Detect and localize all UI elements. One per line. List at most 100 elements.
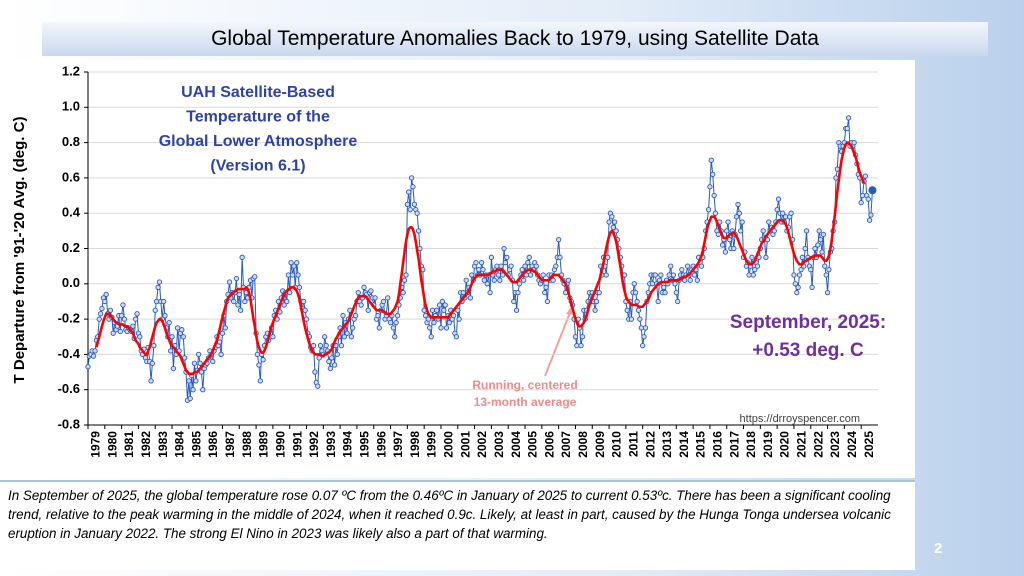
data-point xyxy=(819,249,825,255)
data-point xyxy=(148,378,154,384)
data-point xyxy=(668,263,674,269)
data-point xyxy=(712,210,719,216)
x-tick-label: 2002 xyxy=(475,431,489,458)
data-point xyxy=(427,325,433,331)
data-point xyxy=(815,242,821,248)
x-tick-label: 1994 xyxy=(341,431,355,458)
data-point xyxy=(121,316,128,322)
data-point xyxy=(334,351,340,358)
data-point xyxy=(257,378,263,384)
data-point xyxy=(771,228,777,234)
chart: T Departure from '91-'20 Avg. (deg. C) h… xyxy=(0,60,915,478)
data-point xyxy=(494,263,500,269)
data-point xyxy=(826,267,832,273)
data-point xyxy=(152,307,158,313)
data-point xyxy=(495,272,502,278)
data-point xyxy=(725,219,731,225)
data-point xyxy=(746,272,752,278)
x-tick-label: 2001 xyxy=(458,431,472,458)
data-point xyxy=(862,173,869,179)
data-point xyxy=(480,267,486,273)
data-point xyxy=(380,298,387,305)
data-point xyxy=(498,263,504,269)
data-point xyxy=(795,284,801,290)
slide-title: Global Temperature Anomalies Back to 197… xyxy=(42,22,988,56)
inset-title: Temperature of the xyxy=(186,109,330,126)
data-point xyxy=(750,272,756,278)
running-note: 13-month average xyxy=(474,395,577,409)
data-point xyxy=(513,307,520,313)
data-point xyxy=(803,228,810,234)
data-point xyxy=(670,272,677,278)
data-point xyxy=(868,186,877,195)
data-point xyxy=(317,342,324,349)
data-point xyxy=(631,281,637,287)
data-point xyxy=(260,357,266,363)
data-point xyxy=(436,302,443,308)
x-tick-label: 2003 xyxy=(492,431,506,458)
data-point xyxy=(315,383,321,389)
data-point xyxy=(326,358,332,365)
data-point xyxy=(603,272,609,278)
data-point xyxy=(179,327,185,333)
x-tick-label: 2000 xyxy=(442,431,456,458)
x-tick-label: 2018 xyxy=(744,431,758,458)
data-point xyxy=(406,189,412,195)
data-point xyxy=(642,325,649,331)
data-point xyxy=(491,277,497,283)
x-tick-label: 2021 xyxy=(795,431,809,458)
data-point xyxy=(441,307,447,313)
data-point xyxy=(533,263,539,269)
x-tick-label: 2010 xyxy=(610,431,624,458)
data-point xyxy=(401,277,408,283)
data-point xyxy=(707,184,713,190)
x-tick-label: 2014 xyxy=(677,431,691,458)
data-point xyxy=(394,312,401,319)
data-point xyxy=(679,267,685,273)
data-point xyxy=(393,319,399,326)
data-point xyxy=(438,325,444,331)
data-point xyxy=(722,249,729,255)
data-point xyxy=(661,284,667,290)
x-tick-label: 1999 xyxy=(425,431,439,458)
caption: In September of 2025, the global tempera… xyxy=(0,480,915,570)
data-point xyxy=(649,281,656,287)
x-tick-label: 1982 xyxy=(139,431,153,458)
data-point xyxy=(236,291,242,298)
x-tick-label: 1987 xyxy=(223,431,237,458)
data-point xyxy=(674,298,681,305)
data-point xyxy=(361,284,367,290)
data-point xyxy=(358,302,364,308)
x-tick-label: 1981 xyxy=(122,431,136,458)
data-point xyxy=(365,307,371,313)
data-point xyxy=(666,272,672,278)
data-point xyxy=(289,272,296,278)
data-point xyxy=(515,289,521,296)
data-point xyxy=(132,316,139,322)
data-point xyxy=(425,316,432,322)
x-tick-label: 2008 xyxy=(576,431,590,458)
data-point xyxy=(628,316,635,322)
data-point xyxy=(550,277,556,283)
data-point xyxy=(400,289,406,296)
data-point xyxy=(235,302,241,308)
x-tick-label: 1979 xyxy=(89,431,103,458)
data-point xyxy=(187,395,193,402)
data-point xyxy=(316,355,322,361)
data-point xyxy=(672,281,678,287)
data-point xyxy=(219,330,226,336)
data-point xyxy=(107,307,114,313)
data-point xyxy=(237,307,244,313)
data-point xyxy=(542,289,548,296)
data-point xyxy=(817,237,824,243)
data-point xyxy=(579,334,586,340)
data-point xyxy=(390,325,397,331)
data-point xyxy=(352,312,359,319)
x-tick-label: 2009 xyxy=(593,431,607,458)
y-tick-label: 0.8 xyxy=(62,134,80,149)
x-tick-label: 1993 xyxy=(324,431,338,458)
data-point xyxy=(407,207,413,213)
data-point xyxy=(166,319,172,326)
data-point xyxy=(453,334,460,340)
y-axis-label: T Departure from '91-'20 Avg. (deg. C) xyxy=(11,117,28,384)
